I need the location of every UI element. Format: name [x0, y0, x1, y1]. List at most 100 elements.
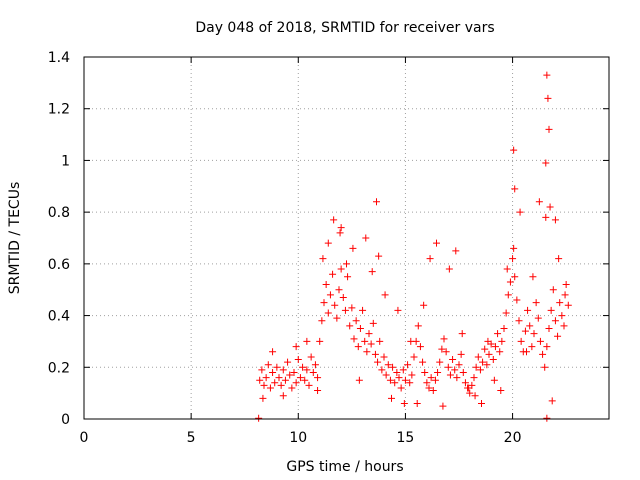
data-point [286, 371, 294, 379]
data-point [380, 353, 388, 361]
data-point [490, 376, 498, 384]
data-point [564, 301, 572, 309]
y-tick-label: 1.4 [48, 50, 70, 66]
data-point [449, 356, 457, 364]
data-point [348, 304, 356, 312]
data-point [560, 322, 568, 330]
data-point [320, 299, 328, 307]
data-point [356, 325, 364, 332]
data-point [399, 366, 407, 374]
data-point [275, 374, 283, 382]
data-point [414, 322, 422, 330]
data-point [429, 387, 437, 395]
data-point [546, 203, 554, 211]
data-point [269, 348, 277, 356]
y-axis-label: SRMTID / TECUs [7, 182, 23, 295]
data-point [264, 361, 272, 369]
data-point [350, 335, 358, 343]
data-point [497, 387, 505, 395]
data-point [502, 309, 510, 317]
data-point [555, 255, 563, 263]
data-point [459, 368, 467, 376]
data-point [279, 392, 287, 400]
x-tick-label: 10 [289, 430, 307, 446]
data-point [548, 397, 556, 405]
data-point [510, 244, 518, 252]
data-point [421, 368, 429, 376]
data-point [359, 306, 367, 314]
data-point [476, 366, 484, 374]
data-point [489, 356, 497, 364]
data-point [446, 371, 454, 379]
data-point [445, 265, 453, 273]
data-point [343, 260, 350, 268]
data-point [336, 229, 344, 237]
data-point [294, 356, 302, 364]
data-point [339, 293, 347, 301]
data-point [532, 299, 540, 307]
data-point [404, 361, 412, 369]
data-point [318, 317, 326, 325]
data-point [273, 363, 281, 371]
data-point [316, 337, 324, 345]
axis-ticks: 0 5 10 15 20 0 0.2 0.4 0.6 0.8 1 1.2 1.4 [48, 50, 609, 446]
data-point [541, 363, 549, 371]
data-point [352, 317, 360, 325]
data-point [561, 291, 569, 299]
data-point [562, 281, 570, 289]
data-point [374, 358, 382, 366]
data-point [544, 94, 552, 102]
data-point [436, 358, 444, 366]
data-point [299, 363, 307, 371]
data-point [542, 159, 550, 167]
data-point [420, 301, 428, 309]
data-point [363, 348, 371, 356]
data-point [503, 265, 511, 273]
data-point [543, 414, 551, 422]
data-point [333, 314, 341, 322]
data-point [426, 255, 434, 263]
data-point [326, 291, 334, 299]
data-point [262, 374, 270, 382]
data-point [485, 350, 493, 358]
data-point [554, 332, 562, 340]
data-point [401, 376, 409, 384]
data-point [391, 379, 399, 387]
data-point [410, 353, 418, 361]
data-point [367, 340, 375, 348]
data-point [528, 343, 536, 351]
data-point [407, 337, 415, 345]
data-point [551, 216, 559, 224]
data-point [498, 337, 506, 345]
data-point [496, 348, 504, 356]
data-point [427, 374, 435, 382]
data-point [506, 278, 514, 286]
data-point [395, 374, 403, 382]
plot-frame [83, 56, 610, 420]
data-point [337, 224, 345, 232]
data-point [292, 379, 300, 387]
data-point [258, 366, 266, 374]
data-point [329, 270, 337, 278]
data-point [536, 337, 544, 345]
data-point [314, 374, 322, 382]
data-point [545, 325, 553, 332]
data-point [511, 185, 519, 193]
data-point [309, 368, 317, 376]
data-point [510, 146, 518, 154]
data-point [444, 363, 452, 371]
y-tick-label: 1.2 [48, 102, 70, 118]
data-point [547, 306, 555, 314]
data-point [451, 366, 459, 374]
data-points [255, 71, 572, 422]
data-point [266, 384, 274, 392]
data-point [400, 399, 408, 407]
data-point [433, 239, 440, 247]
data-point [484, 337, 492, 345]
y-tick-label: 0 [61, 412, 70, 428]
data-point [543, 343, 551, 351]
data-point [376, 337, 384, 345]
data-point [442, 348, 450, 356]
data-point [534, 314, 542, 322]
